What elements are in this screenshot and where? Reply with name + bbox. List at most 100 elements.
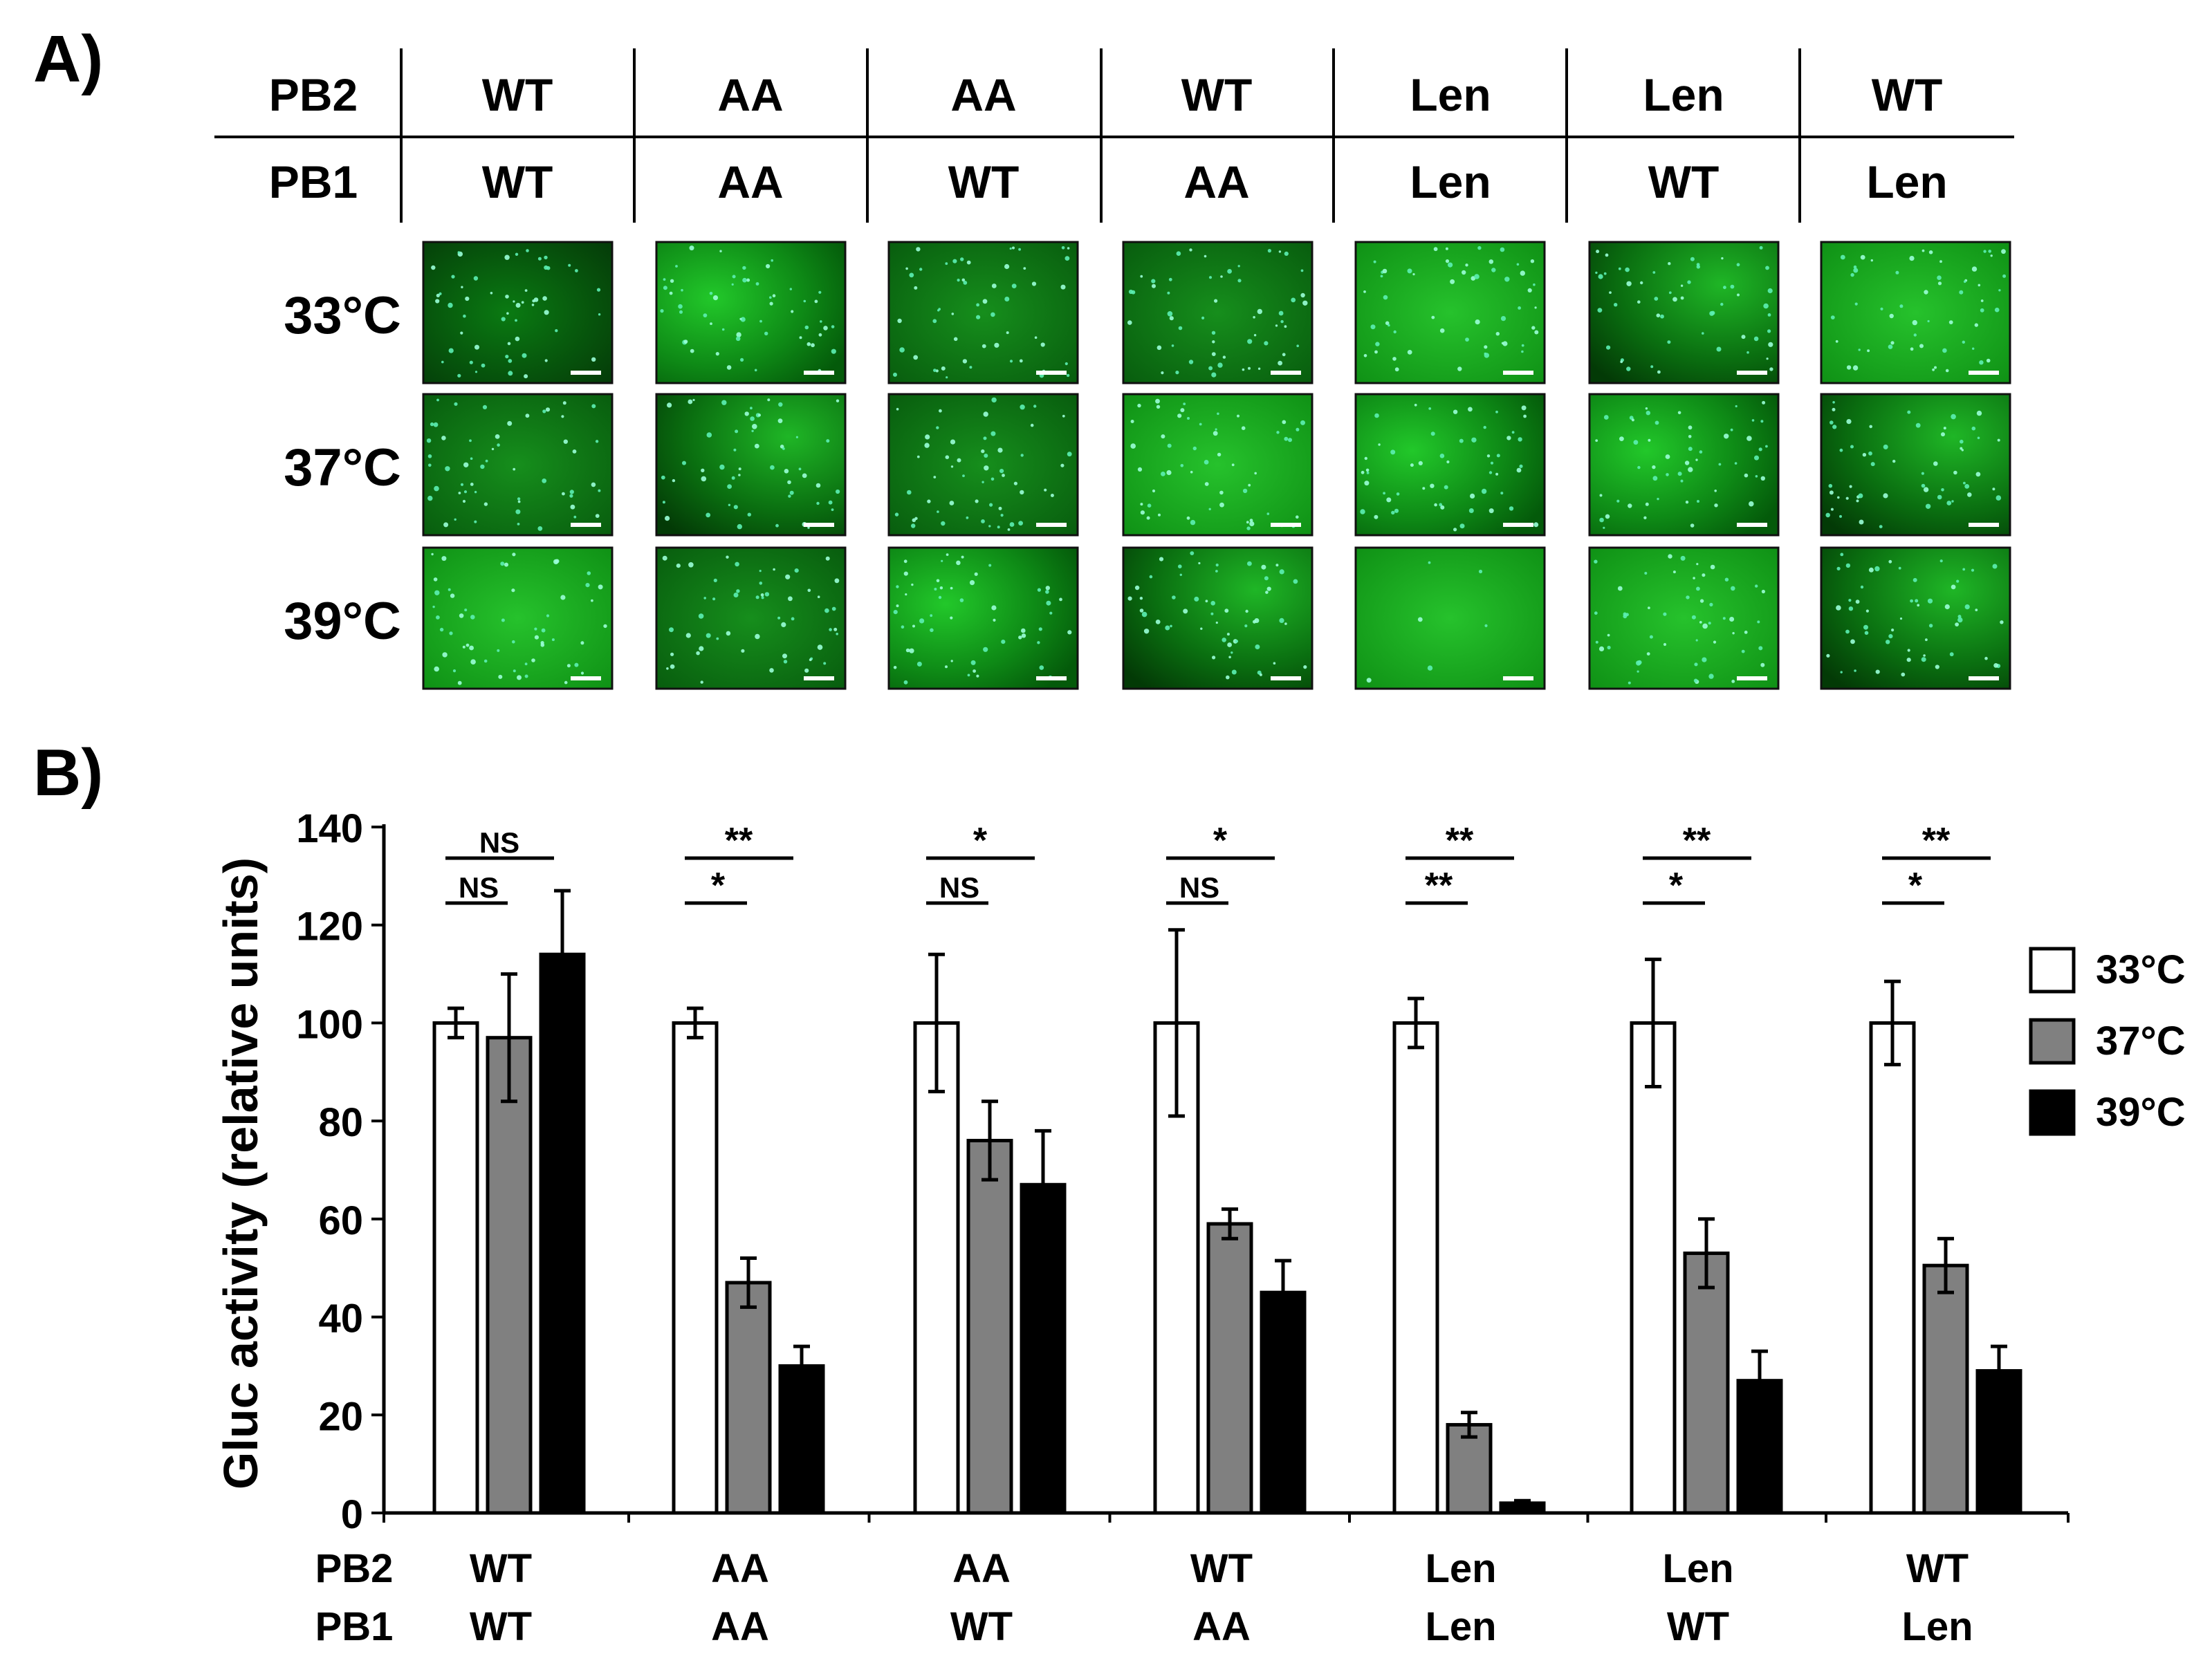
microscopy-image [422, 393, 614, 537]
bar-37C [1683, 1251, 1730, 1515]
significance-label-33-vs-39: * [1213, 821, 1228, 861]
scale-bar [1969, 676, 1999, 680]
microscopy-image [1354, 546, 1546, 690]
bar-33C [1630, 1021, 1677, 1515]
scale-bar [1969, 523, 1999, 527]
pb2-genotype-label: WT [482, 69, 553, 120]
significance-label-33-vs-39: ** [725, 821, 753, 861]
microscopy-image [887, 241, 1079, 384]
y-tick-label: 80 [318, 1100, 363, 1145]
significance-label-33-vs-37: * [711, 866, 726, 906]
y-tick-label: 40 [318, 1297, 363, 1341]
scale-bar [571, 523, 601, 527]
microscopy-image [1354, 241, 1546, 384]
significance-label-33-vs-37: ** [1425, 866, 1453, 906]
scale-bar [804, 676, 834, 680]
scale-bar [1271, 371, 1301, 375]
x-tick-label-pb2: AA [711, 1546, 769, 1591]
microscopy-image [1820, 241, 2011, 384]
bar-37C [966, 1138, 1013, 1515]
pb1-genotype-label: WT [1648, 156, 1720, 207]
y-axis-label: Gluc activity (relative units) [214, 857, 268, 1489]
pb1-row-label: PB1 [269, 156, 358, 207]
significance-label-33-vs-37: NS [459, 871, 499, 904]
bar-37C [725, 1281, 772, 1515]
microscopy-image [1588, 241, 1780, 384]
scale-bar [1503, 523, 1533, 527]
bar-37C [1446, 1422, 1493, 1515]
x-tick-label-pb2: Len [1662, 1546, 1733, 1591]
bar-33C [432, 1021, 479, 1515]
legend-label: 39°C [2096, 1090, 2186, 1135]
microscopy-image [1820, 546, 2011, 690]
y-tick-label: 140 [296, 806, 363, 851]
significance-label-33-vs-39: ** [1922, 821, 1951, 861]
legend-swatch [2029, 1018, 2076, 1065]
x-tick-label-pb2: Len [1425, 1546, 1496, 1591]
microscopy-image [1122, 393, 1314, 537]
x-tick-label-pb1: WT [470, 1604, 532, 1649]
significance-label-33-vs-37: NS [939, 871, 979, 904]
x-tick-label-pb1: AA [1192, 1604, 1251, 1649]
scale-bar [1036, 676, 1067, 680]
pb2-row-label: PB2 [269, 69, 358, 120]
chart-legend: 33°C 37°C 39°C [2029, 947, 2186, 1136]
significance-label-33-vs-37: * [1669, 866, 1684, 906]
y-tick-label: 100 [296, 1002, 363, 1047]
pb2-axis-row-label: PB2 [315, 1546, 394, 1591]
significance-label-33-vs-37: NS [1179, 871, 1219, 904]
x-tick-label-pb2: WT [1190, 1546, 1253, 1591]
x-tick-label-pb2: WT [470, 1546, 532, 1591]
scale-bar [1503, 371, 1533, 375]
significance-label-33-vs-37: * [1908, 866, 1923, 906]
x-tick-label-pb2: WT [1906, 1546, 1969, 1591]
temperature-row-label: 37°C [284, 438, 401, 497]
x-tick-label-pb1: AA [711, 1604, 769, 1649]
scale-bar [1271, 523, 1301, 527]
scale-bar [804, 523, 834, 527]
microscopy-image [1588, 546, 1780, 690]
scale-bar [1271, 676, 1301, 680]
y-tick-label: 120 [296, 904, 363, 949]
microscopy-image [1354, 393, 1546, 537]
x-tick-label-pb1: Len [1425, 1604, 1496, 1649]
microscopy-image [422, 546, 614, 690]
microscopy-image [1122, 241, 1314, 384]
microscopy-image [422, 241, 614, 384]
x-tick-label-pb1: Len [1901, 1604, 1973, 1649]
bar-37C [486, 1036, 533, 1515]
pb2-genotype-label: Len [1410, 69, 1491, 120]
microscopy-image [887, 546, 1079, 690]
y-tick-label: 60 [318, 1198, 363, 1243]
scale-bar [1737, 676, 1767, 680]
significance-label-33-vs-39: ** [1446, 821, 1474, 861]
pb1-genotype-label: AA [717, 156, 783, 207]
microscopy-image [887, 393, 1079, 537]
scale-bar [1737, 523, 1767, 527]
pb2-genotype-label: Len [1643, 69, 1724, 120]
significance-label-33-vs-39: * [973, 821, 988, 861]
genotype-table: PB2 PB1 WT WT AA AA AA WT WT AA Len Len Len WT WT Len [214, 48, 2014, 223]
pb2-genotype-label: AA [717, 69, 783, 120]
microscopy-image [1588, 393, 1780, 537]
legend-swatch [2029, 1089, 2076, 1136]
pb1-genotype-label: WT [948, 156, 1020, 207]
temperature-row-label: 39°C [284, 592, 401, 651]
temperature-row-label: 33°C [284, 286, 401, 345]
bar-39C [539, 952, 586, 1515]
scale-bar [1036, 523, 1067, 527]
x-tick-label-pb2: AA [952, 1546, 1011, 1591]
microscopy-grid: 33°C 37°C 39°C [284, 241, 2011, 690]
scale-bar [571, 676, 601, 680]
scale-bar [1737, 371, 1767, 375]
pb1-genotype-label: Len [1866, 156, 1947, 207]
pb2-genotype-label: WT [1181, 69, 1253, 120]
significance-label-33-vs-39: NS [479, 826, 519, 859]
pb2-genotype-label: WT [1872, 69, 1943, 120]
legend-label: 37°C [2096, 1019, 2186, 1063]
y-tick-label: 20 [318, 1394, 363, 1439]
bar-37C [1206, 1222, 1253, 1515]
scale-bar [1503, 676, 1533, 680]
